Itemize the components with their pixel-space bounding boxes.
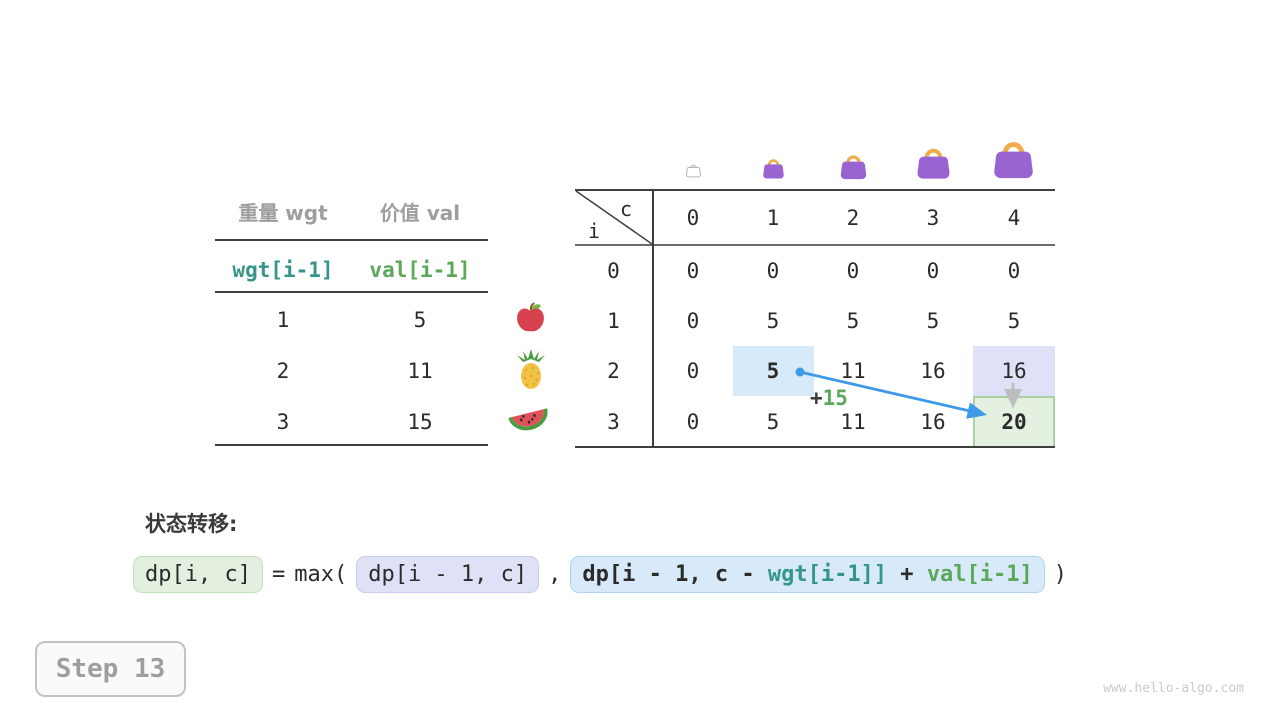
formula-max-open: max(	[294, 562, 348, 587]
dp-col-header-3: 3	[926, 205, 940, 230]
dp-cell-r1-c1: 5	[766, 309, 780, 333]
dp-cell-r3-c0: 0	[686, 409, 700, 434]
take-part-val: val[i-1]	[926, 562, 1033, 587]
dp-cell-r0-c2: 0	[846, 258, 860, 283]
items-table-rule-top	[215, 239, 488, 241]
bag-capacity-4-icon	[989, 133, 1037, 181]
transition-formula: dp[i, c] = max( dp[i - 1, c] , dp[i - 1,…	[133, 556, 1067, 593]
pineapple-icon	[513, 348, 549, 392]
items-col-header-value: 价值 val	[379, 200, 461, 225]
watermelon-icon	[508, 404, 550, 438]
bag-capacity-3-icon	[913, 141, 953, 181]
formula-equals: =	[271, 562, 286, 587]
dp-cell-r2-c1: 5	[766, 359, 780, 383]
take-part-plus: +	[887, 562, 927, 587]
dp-cell-r3-c1: 5	[766, 409, 780, 434]
items-table-rule-mid	[215, 291, 488, 293]
dp-table-rule-bottom	[575, 446, 1055, 448]
items-row0-val: 5	[413, 308, 427, 332]
items-table-rule-bottom	[215, 444, 488, 446]
dp-cell-r2-c4: 16	[1001, 359, 1027, 383]
dp-corner-row-var: i	[588, 219, 601, 243]
items-row0-wgt: 1	[276, 308, 290, 332]
items-row2-val: 15	[407, 410, 433, 434]
dp-cell-r0-c0: 0	[686, 258, 700, 283]
dp-col-header-0: 0	[686, 205, 700, 230]
dp-cell-r2-c0: 0	[686, 359, 700, 383]
dp-cell-r1-c2: 5	[846, 309, 860, 333]
dp-row-header-1: 1	[607, 309, 620, 333]
items-row1-wgt: 2	[276, 359, 290, 383]
watermark: www.hello-algo.com	[1103, 681, 1244, 696]
dp-table-rule-top	[575, 189, 1055, 191]
formula-chip-take: dp[i - 1, c - wgt[i-1]] + val[i-1]	[570, 556, 1045, 593]
bag-capacity-1-icon	[760, 154, 786, 180]
formula-chip-current: dp[i, c]	[133, 556, 263, 593]
items-row1-val: 11	[407, 359, 433, 383]
dp-cell-r3-c4: 20	[1001, 409, 1027, 434]
dp-table-vrule	[652, 189, 654, 448]
dp-row-header-2: 2	[607, 359, 620, 383]
dp-cell-r0-c4: 0	[1007, 258, 1021, 283]
formula-comma: ,	[548, 562, 562, 587]
apple-icon	[513, 300, 547, 334]
dp-cell-r1-c0: 0	[686, 309, 700, 333]
dp-col-header-2: 2	[846, 205, 860, 230]
items-index-val: val[i-1]	[369, 258, 471, 282]
state-transition-label: 状态转移:	[145, 512, 238, 536]
added-value: 15	[822, 386, 848, 410]
dp-cell-r2-c3: 16	[920, 359, 946, 383]
bag-capacity-2-icon	[837, 149, 869, 181]
items-index-wgt: wgt[i-1]	[232, 258, 334, 282]
dp-cell-r0-c1: 0	[766, 258, 780, 283]
dp-col-header-1: 1	[766, 205, 780, 230]
formula-chip-skip: dp[i - 1, c]	[356, 556, 540, 593]
dp-cell-r1-c3: 5	[926, 309, 940, 333]
items-row2-wgt: 3	[276, 410, 290, 434]
plus-sign: +	[810, 386, 823, 410]
dp-row-header-3: 3	[607, 409, 620, 434]
formula-close-paren: )	[1053, 562, 1068, 587]
dp-table-rule-header	[575, 244, 1055, 246]
dp-col-header-4: 4	[1007, 205, 1021, 230]
dp-cell-r0-c3: 0	[926, 258, 940, 283]
step-button[interactable]: Step 13	[35, 641, 186, 697]
dp-cell-r1-c4: 5	[1007, 309, 1021, 333]
transition-add-annotation: +15	[810, 386, 848, 410]
take-part-dp: dp[i - 1, c -	[582, 562, 768, 587]
dp-row-header-0: 0	[607, 258, 620, 283]
items-col-header-weight: 重量 wgt	[238, 200, 328, 225]
dp-cell-r3-c3: 16	[920, 409, 946, 434]
dp-corner-col-var: c	[620, 197, 633, 221]
take-part-wgt: wgt[i-1]]	[767, 562, 888, 587]
bag-capacity-0-icon	[684, 160, 702, 178]
